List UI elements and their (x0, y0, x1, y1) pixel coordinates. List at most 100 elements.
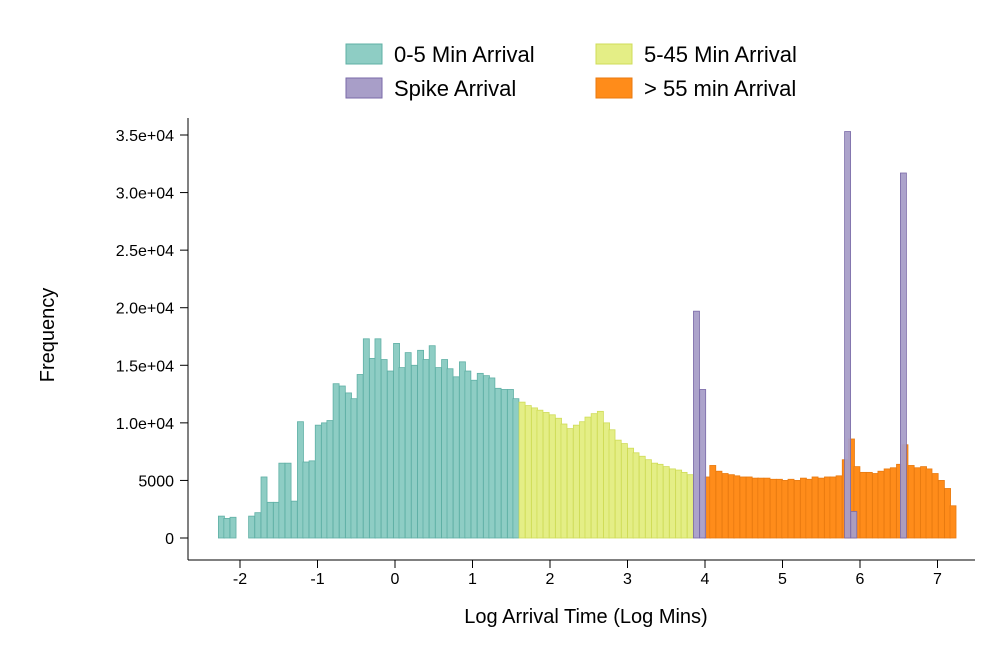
bar-0-5-min-arrival-6 (266, 501, 274, 539)
bar-5-45-min-arrival-7 (560, 423, 568, 539)
bar--55-min-arrival-37 (925, 468, 933, 539)
legend-swatch-5-45-min (595, 43, 633, 65)
bar-0-5-min-arrival-40 (470, 379, 478, 539)
bar-5-45-min-arrival-9 (572, 424, 580, 539)
x-tick-label: -1 (310, 571, 324, 588)
legend-label-spike: Spike Arrival (394, 76, 516, 101)
bar-0-5-min-arrival-30 (410, 364, 418, 539)
bar-spike-arrival-4 (900, 172, 907, 539)
y-tick-label: 5000 (138, 473, 174, 490)
bar-0-5-min-arrival-13 (308, 460, 316, 539)
bar-0-5-min-arrival-44 (494, 387, 502, 539)
bar--55-min-arrival-7 (745, 476, 753, 539)
y-axis-title: Frequency (37, 288, 59, 383)
bar-5-45-min-arrival-5 (548, 414, 556, 539)
legend-label-0-5-min: 0-5 Min Arrival (394, 42, 535, 67)
bar-0-5-min-arrival-37 (452, 376, 460, 539)
bar-spike-arrival-0 (693, 310, 700, 539)
y-tick-label: 2.0e+04 (116, 301, 174, 318)
bar-0-5-min-arrival-43 (488, 377, 496, 539)
bar-5-45-min-arrival-21 (645, 459, 652, 539)
bar-5-45-min-arrival-25 (669, 468, 676, 539)
y-tick-label: 1.0e+04 (116, 416, 174, 433)
bar-5-45-min-arrival-16 (614, 439, 622, 539)
bar-0-5-min-arrival-34 (434, 367, 442, 539)
bar-0-5-min-arrival-41 (476, 372, 484, 539)
bar--55-min-arrival-39 (937, 480, 945, 539)
bar-5-45-min-arrival-17 (621, 443, 628, 539)
bar--55-min-arrival-41 (949, 505, 957, 539)
bar-0-5-min-arrival-36 (446, 368, 454, 539)
bar-5-45-min-arrival-19 (632, 452, 640, 539)
bar--55-min-arrival-10 (763, 477, 771, 539)
bar--55-min-arrival-14 (787, 478, 795, 539)
bar-0-5-min-arrival-1 (223, 518, 231, 539)
bar-5-45-min-arrival-20 (638, 455, 646, 539)
bar--55-min-arrival-27 (865, 471, 873, 539)
bar-0-5-min-arrival-2 (229, 516, 237, 539)
y-tick-label: 2.5e+04 (116, 243, 174, 260)
bar--55-min-arrival-3 (721, 473, 729, 539)
bar--55-min-arrival-29 (877, 470, 885, 539)
x-tick-label: 0 (391, 571, 400, 588)
y-axis-ticks: 0 5000 1.0e+04 1.5e+04 2.0e+04 2.5e+04 3.0e+04… (116, 128, 188, 548)
bar--55-min-arrival-19 (817, 477, 825, 539)
bar-5-45-min-arrival-15 (608, 429, 616, 539)
bar-0-5-min-arrival-5 (260, 476, 268, 539)
bar--55-min-arrival-34 (907, 465, 915, 539)
bar-5-45-min-arrival-28 (686, 474, 694, 539)
y-tick-label: 0 (165, 531, 174, 548)
legend-swatch-spike (345, 77, 383, 99)
y-tick-label: 1.5e+04 (116, 358, 174, 375)
bar--55-min-arrival-18 (811, 476, 819, 539)
x-axis-title: Log Arrival Time (Log Mins) (464, 606, 707, 628)
bar--55-min-arrival-21 (829, 476, 837, 539)
x-tick-label: 3 (623, 571, 632, 588)
bar-0-5-min-arrival-21 (356, 374, 364, 539)
bar--55-min-arrival-15 (793, 480, 801, 539)
bar-0-5-min-arrival-26 (386, 370, 394, 539)
legend: 0-5 Min Arrival 5-45 Min Arrival Spike A… (345, 42, 797, 101)
bar--55-min-arrival-13 (781, 480, 789, 539)
x-tick-label: 7 (933, 571, 942, 588)
bar-0-5-min-arrival-4 (254, 512, 262, 539)
bar-5-45-min-arrival-12 (590, 413, 598, 539)
bar-5-45-min-arrival-4 (542, 412, 550, 539)
histogram-bars (217, 131, 957, 539)
bar-0-5-min-arrival-24 (374, 338, 382, 539)
bar--55-min-arrival-26 (859, 471, 867, 539)
bar-0-5-min-arrival-12 (302, 461, 310, 539)
bar-5-45-min-arrival-24 (662, 466, 670, 539)
bar-5-45-min-arrival-3 (536, 409, 544, 539)
bar-0-5-min-arrival-33 (428, 345, 436, 539)
bar-0-5-min-arrival-17 (332, 383, 340, 539)
x-tick-label: 6 (856, 571, 865, 588)
bar-spike-arrival-1 (699, 389, 707, 539)
y-tick-label: 3.5e+04 (116, 128, 174, 145)
x-tick-label: -2 (233, 571, 247, 588)
bar--55-min-arrival-35 (913, 467, 921, 539)
bar--55-min-arrival-9 (757, 477, 765, 539)
bar-0-5-min-arrival-25 (380, 359, 388, 539)
bar--55-min-arrival-1 (709, 465, 717, 539)
bar-0-5-min-arrival-22 (362, 338, 370, 539)
bar--55-min-arrival-38 (931, 473, 939, 539)
bar-0-5-min-arrival-47 (512, 398, 520, 539)
bar--55-min-arrival-6 (739, 476, 747, 539)
legend-label-55-min: > 55 min Arrival (644, 76, 796, 101)
bar-0-5-min-arrival-32 (422, 359, 430, 539)
legend-label-5-45-min: 5-45 Min Arrival (644, 42, 797, 67)
bar-spike-arrival-3 (850, 511, 858, 539)
legend-swatch-55-min (595, 77, 633, 99)
bar-0-5-min-arrival-28 (398, 367, 406, 539)
bar-0-5-min-arrival-10 (290, 500, 298, 539)
bar-0-5-min-arrival-3 (248, 515, 256, 539)
x-tick-label: 5 (778, 571, 787, 588)
bar-0-5-min-arrival-9 (284, 462, 292, 539)
bar--55-min-arrival-22 (835, 475, 843, 539)
bar-0-5-min-arrival-29 (404, 352, 412, 539)
bar--55-min-arrival-5 (733, 475, 741, 539)
bar-5-45-min-arrival-8 (566, 428, 574, 539)
bar--55-min-arrival-30 (883, 468, 891, 539)
